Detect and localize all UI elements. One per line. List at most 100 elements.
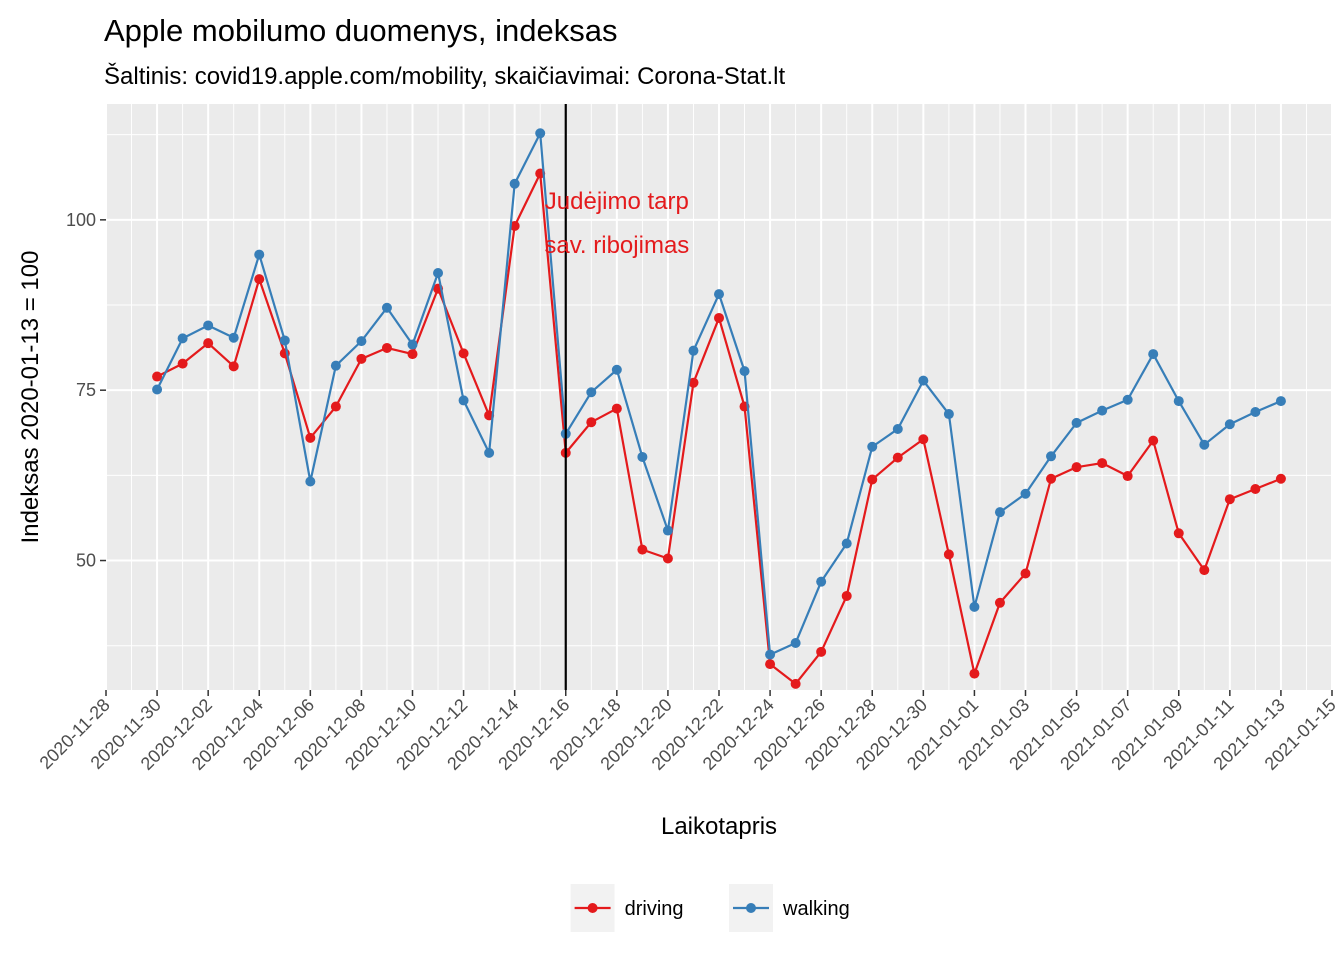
annotation-text: Judėjimo tarp [545,188,689,215]
data-point-walking [611,364,622,375]
data-point-walking [1046,451,1057,462]
legend-label-walking: walking [782,898,850,920]
data-point-driving [1122,471,1133,482]
data-point-walking [586,387,597,398]
chart-title: Apple mobilumo duomenys, indeksas [104,13,618,48]
data-point-walking [637,451,648,462]
x-axis: 2020-11-282020-11-302020-12-022020-12-04… [36,690,1340,774]
legend: driving walking [570,884,850,932]
data-point-driving [509,220,520,231]
data-point-walking [892,424,903,435]
legend-item-walking: walking [729,884,850,932]
data-point-driving [1199,565,1210,576]
data-point-driving [994,597,1005,608]
legend-dot-driving [587,903,598,913]
data-point-driving [586,417,597,428]
data-point-walking [254,249,265,260]
data-point-driving [1071,462,1082,473]
data-point-walking [1097,405,1108,416]
data-point-walking [1122,394,1133,405]
data-point-driving [1148,435,1159,446]
data-point-driving [943,549,954,560]
data-point-driving [1224,494,1235,505]
data-point-driving [867,474,878,485]
y-tick-label: 100 [66,210,96,230]
data-point-walking [1148,349,1159,360]
data-point-walking [509,178,520,189]
data-point-walking [1224,419,1235,430]
data-point-driving [458,348,469,359]
data-point-driving [969,668,980,679]
y-axis: 50 75 100 [66,210,106,571]
data-point-walking [305,476,316,487]
data-point-walking [279,335,290,346]
data-point-driving [407,349,418,360]
data-point-driving [611,403,622,414]
data-point-walking [714,289,724,300]
data-point-driving [892,452,903,463]
data-point-walking [1173,396,1184,407]
data-point-walking [1071,417,1082,428]
data-point-walking [943,409,954,420]
legend-item-driving: driving [570,884,684,932]
legend-label-driving: driving [625,898,684,920]
data-point-driving [790,678,801,689]
data-point-walking [816,576,827,587]
data-point-driving [1020,568,1031,579]
data-point-walking [152,384,163,395]
series-layer [152,128,1286,689]
chart-subtitle: Šaltinis: covid19.apple.com/mobility, sk… [104,62,785,90]
data-point-driving [1173,528,1184,539]
data-point-walking [765,649,776,660]
data-point-driving [381,342,392,353]
y-axis-title: Indeksas 2020-01-13 = 100 [17,251,44,544]
legend-dot-walking [746,903,756,913]
data-point-driving [203,338,214,349]
data-point-driving [841,590,852,601]
data-point-driving [1046,473,1057,484]
data-point-walking [1275,396,1286,407]
data-point-driving [765,659,776,670]
data-point-walking [688,345,699,356]
data-point-driving [662,553,673,564]
data-point-walking [203,320,214,331]
data-point-walking [356,336,367,347]
data-point-walking [433,267,444,278]
data-point-driving [228,361,239,372]
data-point-walking [330,360,341,371]
data-point-walking [228,332,239,343]
data-point-driving [918,434,929,445]
data-point-walking [381,302,392,313]
data-point-walking [739,366,750,377]
data-point-driving [152,371,163,382]
data-point-driving [177,358,188,369]
data-point-walking [1250,406,1261,417]
y-tick-label: 75 [76,380,96,400]
data-point-walking [177,333,188,344]
data-point-walking [918,375,929,386]
data-point-driving [254,274,265,285]
annotation-layer: Judėjimo tarp sav. ribojimas [544,104,689,690]
data-point-walking [969,601,980,612]
x-axis-title: Laikotapris [661,813,777,840]
data-point-driving [816,646,827,657]
y-tick-label: 50 [76,551,96,571]
series-walking [152,128,1286,660]
data-point-walking [458,395,469,406]
data-point-walking [994,507,1005,518]
data-point-walking [662,525,673,536]
data-point-driving [305,432,316,443]
data-point-walking [407,339,418,350]
data-point-walking [841,538,852,549]
data-point-driving [688,377,699,388]
data-point-driving [356,353,367,364]
data-point-walking [1020,488,1031,499]
data-point-walking [484,447,495,458]
data-point-driving [714,312,724,323]
data-point-walking [535,128,546,139]
data-point-walking [867,441,878,452]
series-driving [152,168,1286,689]
data-point-walking [1199,439,1210,450]
